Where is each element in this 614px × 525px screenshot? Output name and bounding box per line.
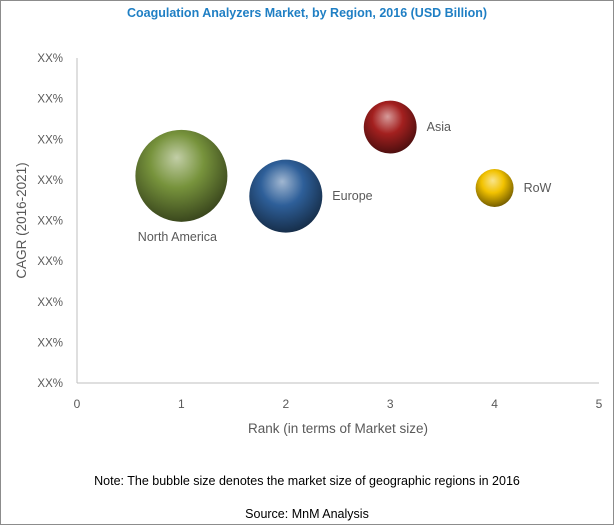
bubble-row bbox=[475, 169, 514, 207]
bubble-asia bbox=[363, 100, 417, 154]
chart-note: Note: The bubble size denotes the market… bbox=[94, 474, 520, 488]
y-tick-label: XX% bbox=[37, 337, 63, 349]
y-tick-label: XX% bbox=[37, 256, 63, 268]
x-tick-label: 3 bbox=[387, 397, 394, 411]
x-tick-label: 0 bbox=[74, 397, 81, 411]
y-tick-label: XX% bbox=[37, 53, 63, 65]
bubble-label: Asia bbox=[427, 120, 451, 134]
chart-title: Coagulation Analyzers Market, by Region,… bbox=[126, 6, 488, 20]
bubble-labels: North America Europe Asia RoW bbox=[138, 120, 552, 244]
y-tick-label: XX% bbox=[37, 134, 63, 146]
y-tick-label: XX% bbox=[37, 378, 63, 390]
x-axis-title: Rank (in terms of Market size) bbox=[248, 421, 428, 436]
bubbles bbox=[135, 100, 514, 233]
bubble-europe bbox=[249, 159, 323, 233]
x-tick-label: 2 bbox=[282, 397, 289, 411]
y-axis-title: CAGR (2016-2021) bbox=[14, 162, 29, 278]
axes: XX% XX% XX% XX% XX% XX% XX% XX% XX% 0 1 2 3 4 5 Rank (i… bbox=[14, 53, 603, 436]
chart-source: Source: MnM Analysis bbox=[245, 507, 369, 521]
bubble-label: Europe bbox=[332, 189, 372, 203]
x-tick-label: 4 bbox=[491, 397, 498, 411]
bubble-chart: XX% XX% XX% XX% XX% XX% XX% XX% XX% 0 1 2 3 4 5 Rank (i… bbox=[14, 53, 603, 436]
bubble-label: North America bbox=[138, 230, 217, 244]
y-tick-label: XX% bbox=[37, 175, 63, 187]
y-tick-label: XX% bbox=[37, 297, 63, 309]
bubble-label: RoW bbox=[524, 181, 552, 195]
bubble-north-america bbox=[135, 129, 228, 222]
x-tick-label: 1 bbox=[178, 397, 185, 411]
y-tick-label: XX% bbox=[37, 216, 63, 228]
x-tick-label: 5 bbox=[596, 397, 603, 411]
y-tick-label: XX% bbox=[37, 94, 63, 106]
